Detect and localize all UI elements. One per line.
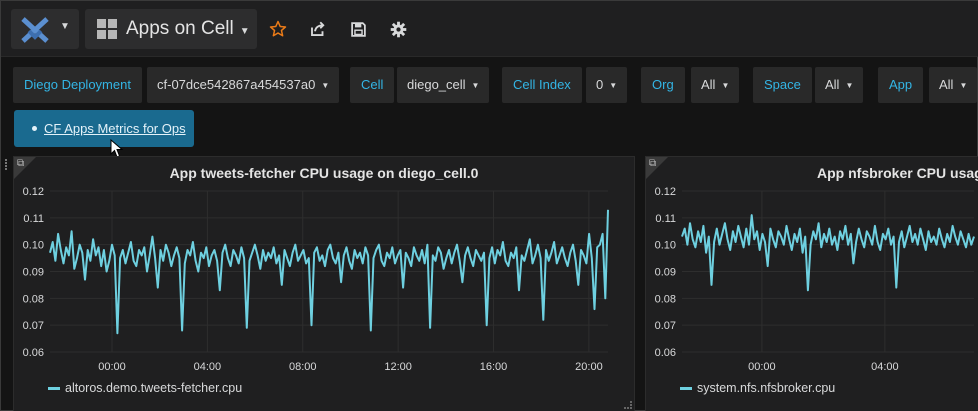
- cpu-panel-tweets-fetcher: ⧉ App tweets-fetcher CPU usage on diego_…: [13, 156, 635, 411]
- y-tick-label: 0.08: [655, 293, 676, 305]
- var-value: All: [939, 77, 954, 92]
- var-value: All: [701, 77, 716, 92]
- y-tick-label: 0.06: [23, 347, 44, 359]
- x-tick-label: 12:00: [384, 361, 412, 373]
- caret-down-icon: ▼: [60, 21, 70, 32]
- y-tick-label: 0.10: [23, 240, 44, 252]
- var-label-space: Space: [753, 67, 812, 103]
- caret-down-icon: ▼: [471, 80, 480, 90]
- var-select-org[interactable]: All ▼: [691, 67, 740, 103]
- legend-swatch: [48, 386, 60, 390]
- legend-swatch: [680, 386, 692, 390]
- var-select-app[interactable]: All ▼: [929, 67, 978, 103]
- top-navbar: ▼ Apps on Cell ▼: [1, 1, 978, 57]
- y-tick-label: 0.09: [655, 267, 676, 279]
- y-tick-label: 0.07: [23, 320, 44, 332]
- var-label-app: App: [878, 67, 924, 103]
- x-tick-label: 16:00: [480, 361, 508, 373]
- dashboard-title: Apps on Cell: [126, 18, 234, 39]
- y-tick-label: 0.12: [23, 186, 44, 198]
- grafana-menu-button[interactable]: ▼: [11, 9, 79, 49]
- external-link-icon[interactable]: ⧉: [17, 158, 25, 169]
- y-tick-label: 0.10: [655, 240, 676, 252]
- series-line[interactable]: [681, 214, 975, 292]
- var-label-diego-deployment: Diego Deployment: [13, 67, 142, 103]
- caret-down-icon: ▼: [239, 25, 250, 37]
- y-tick-label: 0.08: [23, 293, 44, 305]
- caret-down-icon: ▼: [845, 80, 854, 90]
- legend-item[interactable]: system.nfs.nfsbroker.cpu: [680, 381, 835, 395]
- dashboard-grid-icon: [97, 19, 117, 39]
- var-value: diego_cell: [407, 77, 466, 92]
- y-tick-label: 0.09: [23, 267, 44, 279]
- x-tick-label: 20:00: [575, 361, 603, 373]
- grafana-logo-icon: [21, 17, 49, 43]
- y-tick-label: 0.12: [655, 186, 676, 198]
- caret-down-icon: ▼: [321, 80, 330, 90]
- settings-button[interactable]: [387, 18, 409, 40]
- dashboard-picker[interactable]: Apps on Cell ▼: [85, 9, 257, 49]
- save-icon: [350, 21, 366, 37]
- y-tick-label: 0.11: [23, 213, 44, 225]
- legend-label: system.nfs.nfsbroker.cpu: [697, 381, 836, 395]
- var-select-diego-deployment[interactable]: cf-07dce542867a454537a0 ▼: [147, 67, 340, 103]
- x-tick-label: 04:00: [871, 361, 899, 373]
- var-value: 0: [596, 77, 604, 92]
- bullet-icon: [32, 126, 37, 131]
- panel-corner[interactable]: [14, 157, 36, 179]
- cpu-panel-nfsbroker: ⧉ App nfsbroker CPU usage 0.12 0.11 0.10 0.…: [645, 156, 978, 411]
- legend-item[interactable]: altoros.demo.tweets-fetcher.cpu: [48, 381, 242, 395]
- row-drag-handle[interactable]: [5, 158, 11, 172]
- caret-down-icon: ▼: [609, 80, 618, 90]
- var-label-cell: Cell: [350, 67, 395, 103]
- var-value: cf-07dce542867a454537a0: [157, 77, 316, 92]
- dashboard-links-popup: CF Apps Metrics for Ops: [14, 110, 194, 147]
- y-tick-label: 0.07: [655, 320, 676, 332]
- save-button[interactable]: [347, 18, 369, 40]
- x-tick-label: 04:00: [194, 361, 222, 373]
- star-button[interactable]: [267, 18, 289, 40]
- star-icon: [269, 20, 287, 37]
- panel-title[interactable]: App tweets-fetcher CPU usage on diego_ce…: [169, 165, 479, 181]
- var-label-org: Org: [641, 67, 685, 103]
- var-select-space[interactable]: All ▼: [815, 67, 864, 103]
- gear-icon: [390, 21, 406, 37]
- x-tick-label: 08:00: [289, 361, 317, 373]
- caret-down-icon: ▼: [721, 80, 730, 90]
- caret-down-icon: ▼: [959, 80, 968, 90]
- external-link-icon[interactable]: ⧉: [649, 158, 657, 169]
- dashboard-link[interactable]: CF Apps Metrics for Ops: [44, 121, 186, 136]
- var-select-cell-index[interactable]: 0 ▼: [586, 67, 628, 103]
- panel-title[interactable]: App nfsbroker CPU usage: [817, 165, 978, 181]
- legend-label: altoros.demo.tweets-fetcher.cpu: [65, 381, 243, 395]
- y-tick-label: 0.06: [655, 347, 676, 359]
- x-tick-label: 00:00: [748, 361, 776, 373]
- var-value: All: [825, 77, 840, 92]
- var-label-cell-index: Cell Index: [502, 67, 582, 103]
- panel-corner[interactable]: [646, 157, 668, 179]
- share-icon: [311, 21, 325, 36]
- panel-resize-handle[interactable]: [624, 401, 632, 409]
- series-line[interactable]: [49, 209, 609, 335]
- x-tick-label: 00:00: [98, 361, 126, 373]
- share-button[interactable]: [307, 18, 329, 40]
- y-tick-label: 0.11: [655, 213, 676, 225]
- var-select-cell[interactable]: diego_cell ▼: [397, 67, 490, 103]
- cpu-chart-tweets-fetcher: 0.12 0.11 0.10 0.09 0.08 0.07 0.06 00:00 04:00 08…: [23, 186, 609, 373]
- cpu-chart-nfsbroker: 0.12 0.11 0.10 0.09 0.08 0.07 0.06 00:00 04:00: [655, 186, 975, 373]
